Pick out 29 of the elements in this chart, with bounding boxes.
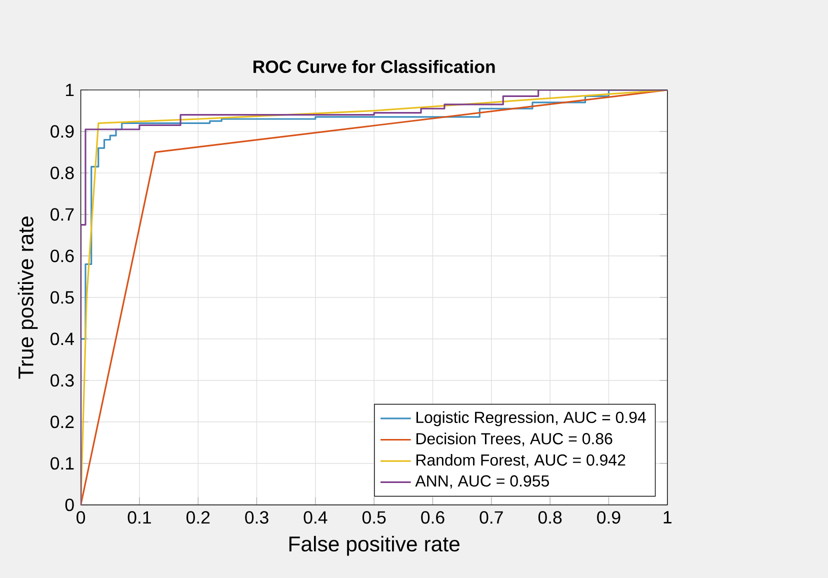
legend-label: Random Forest, AUC = 0.942 xyxy=(416,454,626,468)
legend-label: ANN, AUC = 0.955 xyxy=(415,475,549,488)
y-axis-title: True positive rate xyxy=(18,216,38,379)
x-tick-label: 0.9 xyxy=(597,511,620,524)
x-tick-label: 1 xyxy=(664,511,672,524)
x-axis-title: False positive rate xyxy=(289,536,460,556)
legend-label: Decision Trees, AUC = 0.86 xyxy=(416,432,612,446)
legend-label: Logistic Regression, AUC = 0.94 xyxy=(416,411,646,426)
y-tick-label: 0.3 xyxy=(50,374,74,387)
x-tick-label: 0.8 xyxy=(538,511,562,524)
x-tick-label: 0.1 xyxy=(128,511,151,524)
y-tick-label: 1 xyxy=(66,84,74,96)
x-tick-label: 0.6 xyxy=(421,511,444,524)
y-tick-label: 0.7 xyxy=(50,208,74,221)
y-tick-label: 0.2 xyxy=(50,416,74,428)
y-tick-label: 0 xyxy=(65,498,74,512)
x-tick-label: 0.7 xyxy=(480,511,503,524)
y-tick-label: 0.4 xyxy=(50,332,74,346)
y-tick-label: 0.5 xyxy=(50,291,74,304)
y-tick-label: 0.6 xyxy=(50,250,74,262)
x-tick-label: 0.4 xyxy=(304,511,328,524)
x-tick-label: 0.5 xyxy=(362,511,386,524)
chart-title: ROC Curve for Classification xyxy=(254,60,495,73)
x-tick-label: 0 xyxy=(76,511,86,524)
y-tick-label: 0.1 xyxy=(50,457,74,470)
y-tick-label: 0.8 xyxy=(50,166,74,180)
y-tick-label: 0.9 xyxy=(50,125,74,138)
x-tick-label: 0.3 xyxy=(245,511,268,524)
x-tick-label: 0.2 xyxy=(186,511,210,524)
